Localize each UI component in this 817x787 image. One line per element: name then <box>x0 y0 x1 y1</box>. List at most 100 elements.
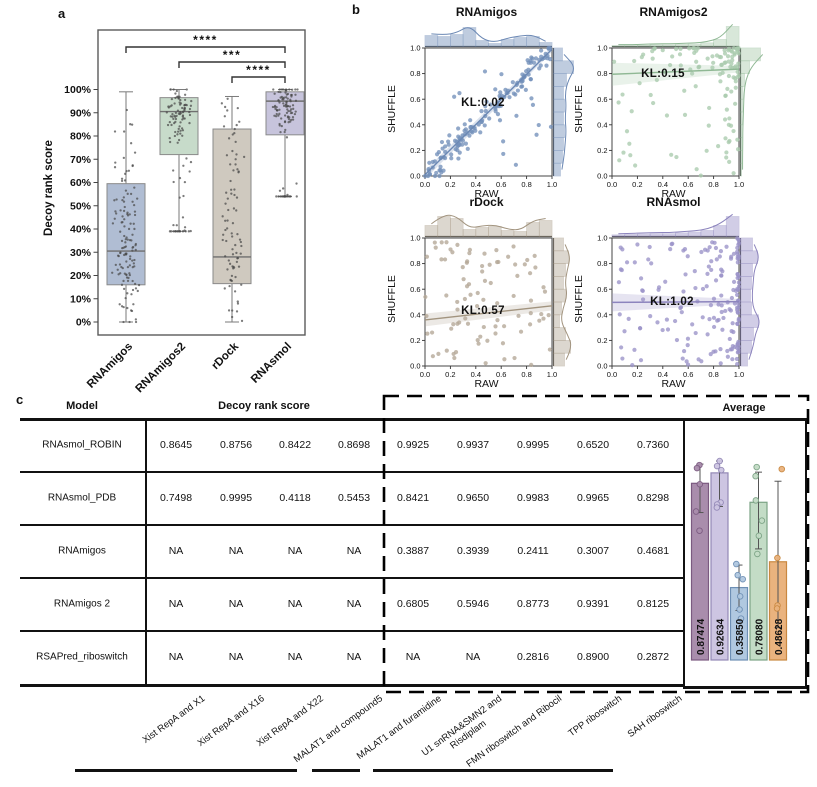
column-label: TPP riboswitch <box>566 693 624 740</box>
svg-text:0.0: 0.0 <box>420 370 430 379</box>
table-cell: 0.9925 <box>396 438 430 451</box>
average-bar: 0.35850 <box>729 560 749 661</box>
table-cell: 0.3887 <box>396 544 430 557</box>
jointplot-title: RNAmigos <box>455 5 518 19</box>
svg-text:10%: 10% <box>70 293 92 305</box>
svg-text:0.4: 0.4 <box>410 120 420 129</box>
kl-annotation: KL:0.57 <box>461 305 505 317</box>
svg-text:0.8: 0.8 <box>708 180 718 189</box>
table-header-model: Model <box>66 400 98 412</box>
table-row-rule <box>20 471 683 473</box>
table-cell: 0.2411 <box>517 544 549 557</box>
table-cell: NA <box>465 651 481 663</box>
shuffle-axis-label: SHUFFLE <box>386 275 398 323</box>
svg-text:0.6: 0.6 <box>496 180 506 189</box>
panel-a: a Decoy rank score 0% 10% 20% 30% 40% 50% 60% 7… <box>0 0 345 395</box>
column-label: SAH riboswitch <box>625 693 684 740</box>
svg-text:RNAmigos2: RNAmigos2 <box>134 341 189 395</box>
svg-text:0.6: 0.6 <box>597 95 607 104</box>
average-bar: 0.78080 <box>749 463 768 661</box>
box-RNAmigos2 <box>159 88 199 233</box>
svg-text:RNAmigos: RNAmigos <box>85 341 135 391</box>
svg-text:0.4: 0.4 <box>471 370 481 379</box>
svg-text:0.0: 0.0 <box>597 172 607 181</box>
svg-text:0.4: 0.4 <box>597 310 607 319</box>
table-cell: 0.9937 <box>456 438 490 451</box>
svg-text:0.4: 0.4 <box>410 310 420 319</box>
table-cell: 0.6805 <box>396 597 430 610</box>
svg-text:0.2: 0.2 <box>632 370 642 379</box>
column-group-underline-3 <box>373 769 613 772</box>
svg-text:40%: 40% <box>70 224 92 236</box>
table-cell: RNAmigos <box>58 545 106 556</box>
table-row-rule <box>20 577 683 579</box>
svg-text:0.4: 0.4 <box>658 180 668 189</box>
table-bottom-rule <box>20 684 683 687</box>
panel-b-letter: b <box>352 2 360 17</box>
svg-text:RNAsmol: RNAsmol <box>249 341 294 386</box>
table-cell: 0.2816 <box>516 651 550 663</box>
svg-text:0.2: 0.2 <box>445 370 455 379</box>
table-cell: NA <box>346 544 362 557</box>
svg-text:0.0: 0.0 <box>410 362 420 371</box>
table-cell: 0.8645 <box>159 438 193 451</box>
svg-text:80%: 80% <box>70 131 92 143</box>
svg-text:1.0: 1.0 <box>597 44 607 53</box>
svg-text:1.0: 1.0 <box>734 370 744 379</box>
table-cell: 0.8756 <box>219 438 253 451</box>
svg-text:0.4: 0.4 <box>658 370 668 379</box>
raw-axis-label: RAW <box>661 188 686 200</box>
table-cell: 0.2872 <box>636 651 670 663</box>
jointplot-rdock: rDock 0.0 0.2 0.4 0.6 0.8 1.0 0.0 0.2 0.4 0.6 0.8 1… <box>385 192 580 392</box>
table-cell: 0.8422 <box>278 438 312 451</box>
kl-annotation: KL:0.02 <box>461 97 505 109</box>
kl-annotation: KL:0.15 <box>641 68 685 80</box>
raw-axis-label: RAW <box>661 378 686 390</box>
model-column-divider <box>145 418 147 684</box>
shuffle-axis-label: SHUFFLE <box>573 275 585 323</box>
svg-text:20%: 20% <box>70 270 92 282</box>
table-cell: NA <box>168 651 184 663</box>
svg-text:1.0: 1.0 <box>410 44 420 53</box>
svg-text:0%: 0% <box>76 317 92 329</box>
table-cell: NA <box>168 544 184 557</box>
table-cell: 0.5946 <box>456 597 490 610</box>
table-cell: 0.6520 <box>576 438 610 451</box>
jointplot-title: RNAsmol <box>646 195 701 209</box>
table-header-average: Average <box>722 402 766 414</box>
svg-text:0.2: 0.2 <box>410 336 420 345</box>
table-cell: 0.9650 <box>456 491 490 504</box>
table-row-rule <box>20 524 683 526</box>
svg-text:0.8: 0.8 <box>597 259 607 268</box>
table-cell: 0.9995 <box>516 438 550 451</box>
table-cell: 0.8773 <box>516 597 550 610</box>
shuffle-axis-label: SHUFFLE <box>386 85 398 133</box>
svg-text:***: *** <box>223 48 242 62</box>
table-cell: NA <box>287 651 303 663</box>
svg-text:0.2: 0.2 <box>410 146 420 155</box>
jointplot-rdock-chart: 0.0 0.2 0.4 0.6 0.8 1.0 0.0 0.2 0.4 0.6 0.8 1.0 <box>410 214 572 379</box>
table-cell: 0.7360 <box>636 438 670 451</box>
svg-text:0.0: 0.0 <box>597 362 607 371</box>
table-cell: NA <box>346 597 362 610</box>
raw-axis-label: RAW <box>474 188 499 200</box>
table-cell: 0.4118 <box>279 491 311 504</box>
svg-text:0.2: 0.2 <box>632 180 642 189</box>
svg-text:0.6: 0.6 <box>683 370 693 379</box>
svg-text:1.0: 1.0 <box>410 234 420 243</box>
shuffle-axis-label: SHUFFLE <box>573 85 585 133</box>
svg-text:0.6: 0.6 <box>410 285 420 294</box>
table-cell: NA <box>228 651 244 663</box>
svg-text:0.35850: 0.35850 <box>735 618 746 655</box>
svg-text:0.8: 0.8 <box>521 180 531 189</box>
table-cell: RNAsmol_PDB <box>47 492 117 503</box>
svg-text:1.0: 1.0 <box>547 180 557 189</box>
table-cell: NA <box>287 544 303 557</box>
table-cell: 0.9391 <box>576 597 610 610</box>
table-cell: 0.7498 <box>159 491 193 504</box>
svg-text:100%: 100% <box>64 84 92 96</box>
svg-text:1.0: 1.0 <box>734 180 744 189</box>
table-cell: 0.9965 <box>576 491 610 504</box>
table-cell: RNAsmol_ROBIN <box>42 439 122 450</box>
